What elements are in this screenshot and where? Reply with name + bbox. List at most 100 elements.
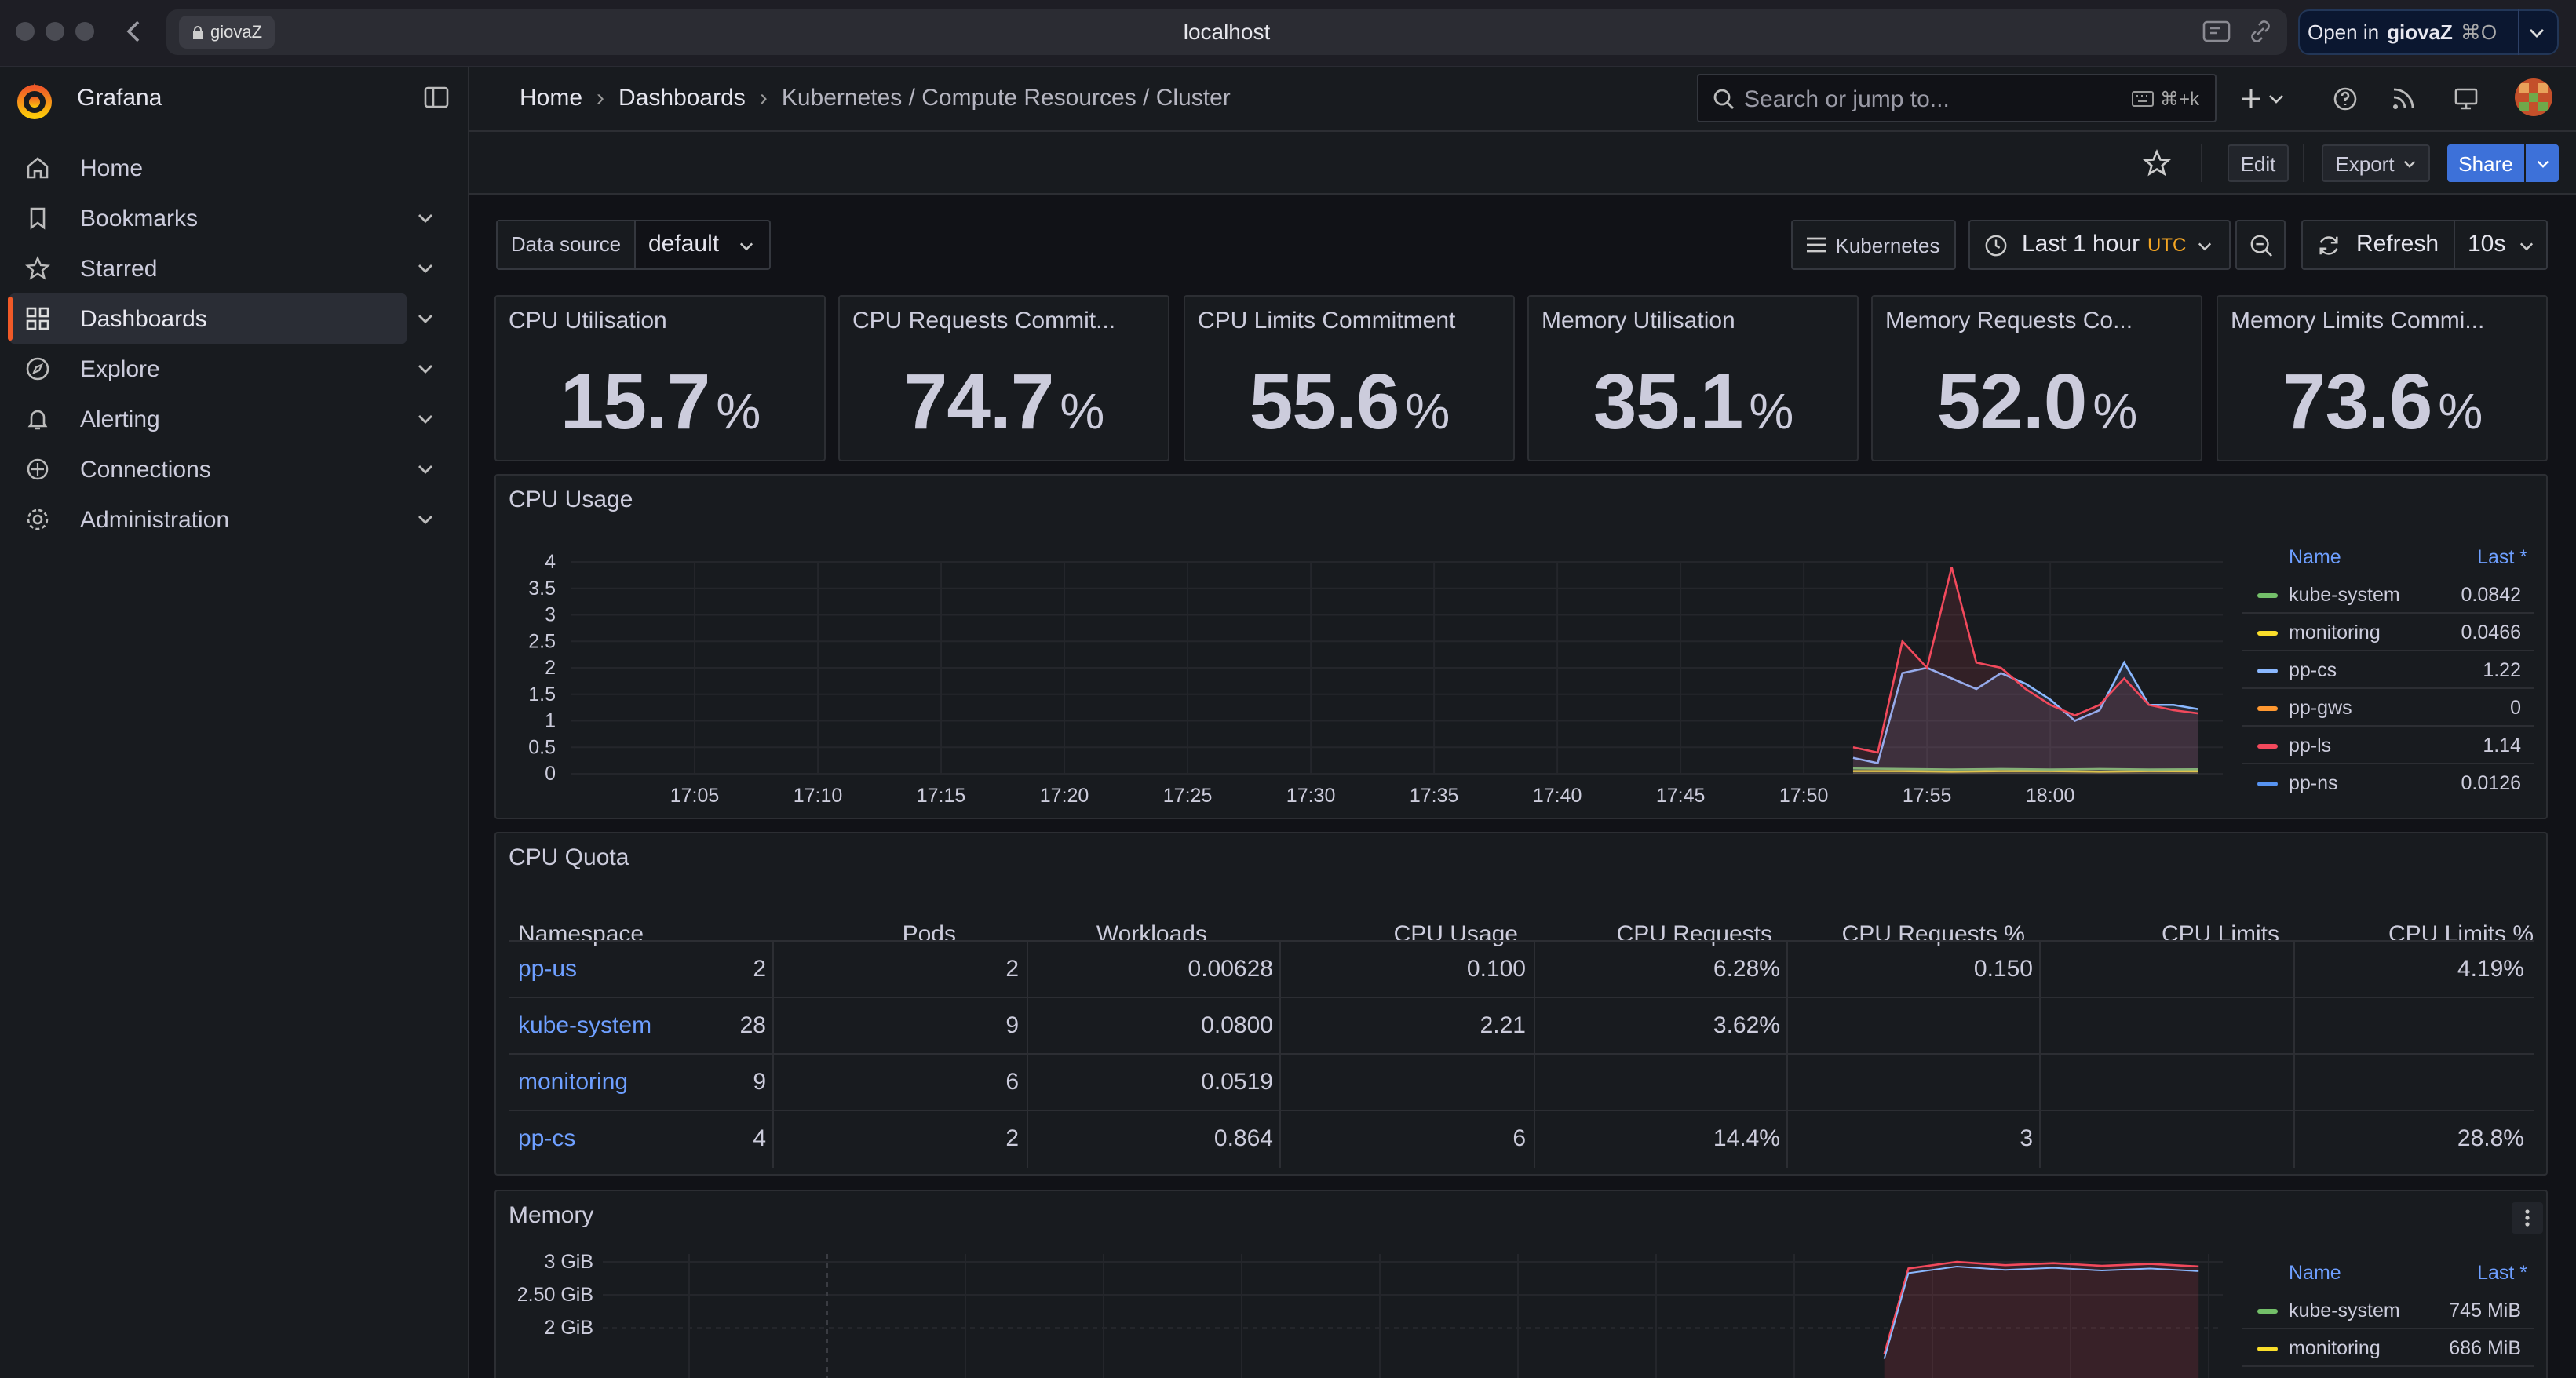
- column-header-cpu-requests-pct[interactable]: CPU Requests %: [1841, 921, 2025, 948]
- address-bar[interactable]: giovaZ localhost: [166, 9, 2287, 55]
- legend-swatch: [2257, 1347, 2278, 1351]
- search-shortcut: ⌘+k: [2160, 88, 2200, 110]
- share-options-button[interactable]: [2526, 144, 2559, 182]
- legend-item[interactable]: monitoring 686 MiB: [2242, 1329, 2534, 1367]
- panel-title: Memory: [509, 1202, 594, 1229]
- chevron-down-icon[interactable]: [418, 264, 433, 273]
- cpu-quota-panel[interactable]: CPU Quota Namespace Pods Workloads CPU U…: [494, 832, 2548, 1176]
- chevron-down-icon[interactable]: [418, 515, 433, 524]
- reader-icon[interactable]: [2202, 19, 2231, 44]
- nav-dashboards[interactable]: Dashboards: [8, 293, 432, 344]
- legend-item[interactable]: pp-cs 1.22: [2242, 651, 2534, 689]
- legend-name: pp-ls: [2289, 735, 2332, 756]
- window-minimize-button[interactable]: [46, 22, 64, 41]
- legend-name: monitoring: [2289, 622, 2381, 643]
- sidebar: Grafana Home Bookmarks Starred Dashboard…: [0, 67, 469, 1378]
- column-header-cpu-usage[interactable]: CPU Usage: [1393, 921, 1518, 948]
- column-header-cpu-limits-pct[interactable]: CPU Limits %: [2388, 921, 2534, 948]
- namespace-link[interactable]: kube-system: [518, 1012, 652, 1039]
- window-close-button[interactable]: [16, 22, 35, 41]
- add-new-button[interactable]: [2240, 86, 2287, 111]
- stat-panel-memory-limits-commitment[interactable]: Memory Limits Commi... 73.6%: [2217, 295, 2548, 461]
- help-icon[interactable]: [2333, 86, 2358, 111]
- legend-header-last[interactable]: Last *: [2477, 546, 2527, 568]
- stat-panel-cpu-utilisation[interactable]: CPU Utilisation 15.7%: [494, 295, 826, 461]
- dock-menu-icon[interactable]: [424, 86, 449, 108]
- share-button[interactable]: Share: [2447, 144, 2524, 182]
- legend-name: kube-system: [2289, 584, 2400, 606]
- export-button[interactable]: Export: [2322, 144, 2430, 182]
- column-header-cpu-requests[interactable]: CPU Requests: [1616, 921, 1772, 948]
- legend-item[interactable]: kube-system 745 MiB: [2242, 1292, 2534, 1329]
- column-header-cpu-limits[interactable]: CPU Limits: [2161, 921, 2279, 948]
- stat-panel-memory-requests-commitment[interactable]: Memory Requests Co... 52.0%: [1871, 295, 2202, 461]
- link-icon[interactable]: [2248, 19, 2273, 44]
- legend-header-name[interactable]: Name: [2289, 546, 2341, 568]
- cpu-usage-panel[interactable]: CPU Usage 0 0.5 1 1.5 2 2.5 3 3.5 4 17:05 17:10 17:…: [494, 474, 2548, 819]
- zoom-out-button[interactable]: [2235, 220, 2286, 270]
- cpu-usage-chart[interactable]: 0 0.5 1 1.5 2 2.5 3 3.5 4 17:05 17:10 17:15 17:20 17:…: [496, 538, 2235, 813]
- nav-bookmarks[interactable]: Bookmarks: [9, 193, 432, 243]
- namespace-link[interactable]: pp-us: [518, 956, 578, 982]
- legend-item[interactable]: pp-ns 0.0126: [2242, 764, 2534, 802]
- refresh-interval-picker[interactable]: 10s: [2454, 220, 2548, 270]
- profile-chip[interactable]: giovaZ: [179, 16, 275, 49]
- panel-menu-icon[interactable]: [2512, 1202, 2543, 1234]
- time-range-picker[interactable]: Last 1 hour UTC: [1968, 220, 2231, 270]
- chevron-down-icon[interactable]: [418, 414, 433, 424]
- y-tick-label: 2 GiB: [544, 1317, 593, 1339]
- search-input[interactable]: Search or jump to... ⌘+k: [1697, 74, 2217, 122]
- open-in-app-button[interactable]: Open in giovaZ ⌘O: [2298, 9, 2559, 55]
- legend-header-last[interactable]: Last *: [2477, 1262, 2527, 1284]
- column-header-namespace[interactable]: Namespace: [518, 921, 644, 948]
- stat-panel-memory-utilisation[interactable]: Memory Utilisation 35.1%: [1527, 295, 1859, 461]
- namespace-link[interactable]: pp-cs: [518, 1125, 576, 1152]
- column-header-pods[interactable]: Pods: [902, 921, 956, 948]
- table-cell: 9: [1005, 1012, 1019, 1039]
- gear-icon: [25, 507, 50, 532]
- kiosk-mode-icon[interactable]: [2454, 86, 2479, 111]
- memory-chart[interactable]: 2 GiB 2.50 GiB 3 GiB: [496, 1254, 2235, 1378]
- series-line-secondary: [1883, 1265, 2199, 1359]
- profile-chip-label: giovaZ: [210, 23, 263, 42]
- refresh-button[interactable]: Refresh: [2301, 220, 2454, 270]
- edit-button[interactable]: Edit: [2228, 144, 2289, 182]
- datasource-select[interactable]: default: [636, 221, 771, 268]
- namespace-link[interactable]: monitoring: [518, 1069, 629, 1095]
- stat-panel-cpu-requests-commitment[interactable]: CPU Requests Commit... 74.7%: [838, 295, 1169, 461]
- legend-item[interactable]: pp-gws 0: [2242, 689, 2534, 727]
- legend-item[interactable]: pp-ls 1.14: [2242, 727, 2534, 764]
- stat-value-container: 35.1%: [1529, 356, 1857, 447]
- legend-header-name[interactable]: Name: [2289, 1262, 2341, 1284]
- stat-panel-cpu-limits-commitment[interactable]: CPU Limits Commitment 55.6%: [1184, 295, 1515, 461]
- nav-administration[interactable]: Administration: [9, 494, 432, 545]
- stat-value: 55.6: [1249, 358, 1400, 446]
- breadcrumb-dashboards[interactable]: Dashboards: [618, 85, 746, 111]
- legend-item[interactable]: kube-system 0.0842: [2242, 576, 2534, 614]
- chevron-down-icon[interactable]: [418, 364, 433, 374]
- nav-alerting[interactable]: Alerting: [9, 394, 432, 444]
- avatar[interactable]: [2515, 78, 2552, 116]
- kubernetes-links-button[interactable]: Kubernetes: [1791, 220, 1956, 270]
- nav-starred[interactable]: Starred: [9, 243, 432, 293]
- legend-item[interactable]: monitoring 0.0466: [2242, 614, 2534, 651]
- stat-unit: %: [1749, 383, 1793, 439]
- star-dashboard-icon[interactable]: [2143, 149, 2171, 177]
- nav-connections[interactable]: Connections: [9, 444, 432, 494]
- memory-panel[interactable]: Memory 2 GiB 2.50 GiB 3 GiB Name Last * ku…: [494, 1190, 2548, 1378]
- chevron-down-icon[interactable]: [418, 465, 433, 474]
- back-icon[interactable]: [126, 19, 141, 44]
- news-feed-icon[interactable]: [2391, 86, 2416, 111]
- nav-home[interactable]: Home: [9, 143, 407, 193]
- table-cell: 4: [753, 1125, 766, 1152]
- breadcrumb-home[interactable]: Home: [520, 85, 583, 111]
- legend-name: pp-ns: [2289, 772, 2338, 794]
- column-header-workloads[interactable]: Workloads: [1096, 921, 1207, 948]
- chevron-down-icon[interactable]: [418, 213, 433, 223]
- chevron-down-icon[interactable]: [418, 314, 433, 323]
- y-tick-label: 4: [545, 551, 556, 573]
- window-zoom-button[interactable]: [75, 22, 94, 41]
- nav-explore[interactable]: Explore: [9, 344, 432, 394]
- chevron-down-icon[interactable]: [2517, 9, 2544, 55]
- grafana-logo-icon[interactable]: [16, 82, 53, 119]
